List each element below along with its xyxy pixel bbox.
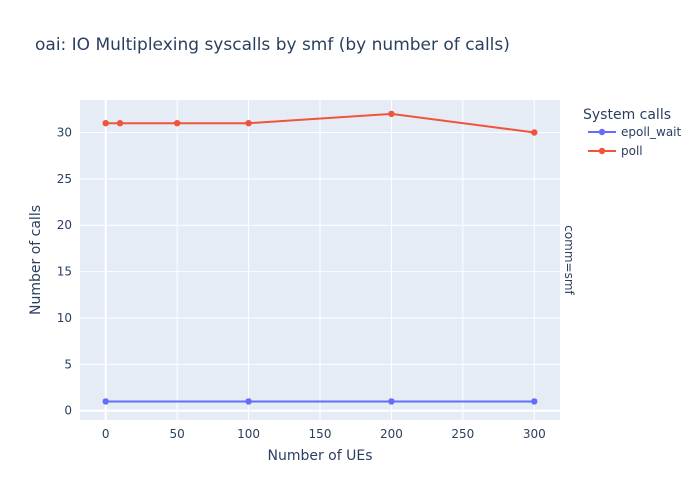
legend-item-poll[interactable]: poll [588,144,643,158]
x-gridlines [104,100,535,420]
y-tick-label: 25 [57,172,72,186]
data-point [245,398,252,405]
series-layer [102,110,538,405]
x-tick-label: 250 [451,427,474,441]
data-point [388,398,395,405]
legend-label: poll [621,144,643,158]
facet-label: comm=smf [562,225,576,295]
legend-swatch-marker [598,147,606,155]
x-tick-label: 100 [237,427,260,441]
y-tick-label: 30 [57,125,72,139]
x-axis-title: Number of UEs [267,448,372,464]
x-tick-label: 200 [380,427,403,441]
data-point [102,398,109,405]
y-tick-label: 5 [64,357,72,371]
y-tick-label: 20 [57,218,72,232]
y-tick-label: 10 [57,311,72,325]
data-point [531,398,538,405]
x-tick-labels: 0 50 100 150 200 250 300 [102,427,546,441]
data-point [245,119,252,127]
legend-item-epoll_wait[interactable]: epoll_wait [588,125,682,139]
data-point [388,110,395,118]
y-axis-title: Number of calls [28,205,44,315]
y-tick-label: 15 [57,265,72,279]
legend-swatch-marker [598,128,606,136]
chart-title: oai: IO Multiplexing syscalls by smf (by… [35,35,510,55]
data-point [116,119,124,127]
series-poll [102,110,538,136]
data-point [531,129,538,136]
x-tick-label: 300 [523,427,546,441]
y-tick-label: 0 [64,404,72,418]
x-tick-label: 0 [102,427,110,441]
y-tick-labels: 0 5 10 15 20 25 30 [57,125,72,417]
y-gridlines [80,131,560,412]
series-epoll_wait [102,398,538,405]
legend-label: epoll_wait [621,125,682,139]
data-point [102,119,109,127]
x-tick-label: 50 [170,427,185,441]
x-tick-label: 150 [309,427,332,441]
legend-title: System calls [583,107,671,123]
data-point [173,119,181,127]
